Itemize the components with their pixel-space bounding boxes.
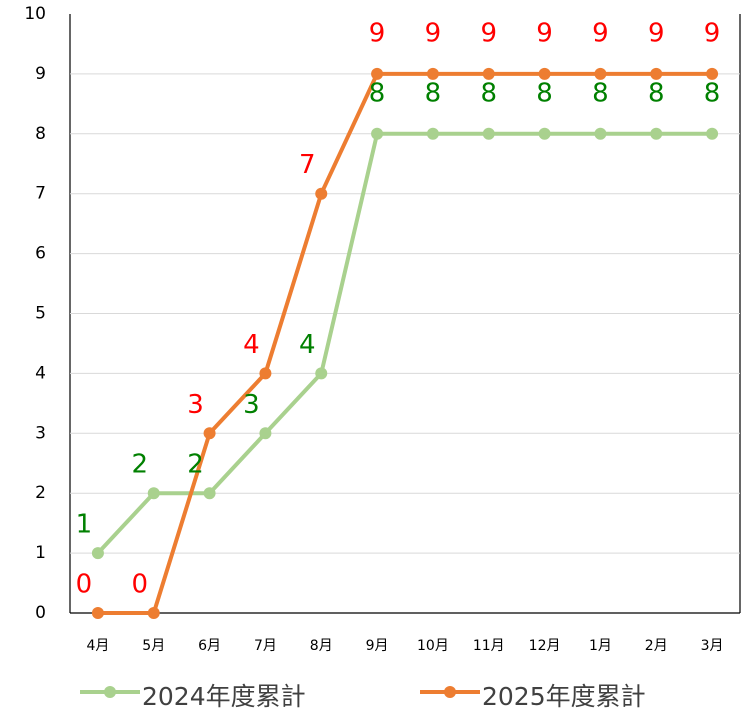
x-tick-label: 8月: [310, 638, 333, 654]
data-label: 9: [480, 18, 497, 48]
point: [315, 187, 328, 200]
point: [91, 607, 104, 619]
point: [259, 427, 272, 440]
data-label: 0: [131, 570, 148, 600]
series-line: [97, 71, 713, 615]
y-tick-label: 8: [35, 124, 46, 144]
y-tick-label: 5: [35, 304, 46, 324]
data-label: 0: [76, 570, 93, 600]
y-tick-label: 2: [35, 483, 46, 503]
x-tick-label: 11月: [473, 638, 505, 654]
data-label: 1: [76, 510, 93, 540]
data-label: 8: [536, 78, 553, 108]
point: [538, 127, 551, 140]
x-tick-label: 6月: [198, 638, 221, 654]
data-label: 8: [648, 78, 665, 108]
point: [538, 67, 551, 80]
legend-label: 2025年度累計: [482, 682, 646, 711]
data-label: 9: [704, 18, 721, 48]
data-label: 3: [243, 390, 260, 420]
data-label: 2: [131, 450, 148, 480]
data-label: 8: [592, 78, 609, 108]
x-tick-label: 5月: [142, 638, 165, 654]
point: [706, 67, 719, 80]
x-tick-label: 12月: [529, 638, 561, 654]
y-tick-label: 1: [35, 543, 46, 563]
point: [426, 67, 439, 80]
data-label: 4: [299, 330, 316, 360]
legend-label: 2024年度累計: [142, 682, 306, 711]
x-tick-label: 3月: [701, 638, 724, 654]
y-tick-label: 6: [35, 244, 46, 264]
data-label: 9: [592, 18, 609, 48]
data-label: 8: [480, 78, 497, 108]
data-label: 9: [369, 18, 386, 48]
data-label: 9: [648, 18, 665, 48]
point: [147, 487, 160, 500]
y-tick-label: 3: [35, 423, 46, 443]
y-tick-label: 4: [35, 363, 46, 383]
data-label: 8: [425, 78, 442, 108]
point: [594, 127, 607, 140]
data-label: 8: [369, 78, 386, 108]
point: [594, 67, 607, 80]
data-label: 3: [187, 390, 204, 420]
point: [371, 67, 384, 80]
y-tick-label: 10: [24, 4, 46, 24]
x-tick-label: 4月: [86, 638, 109, 654]
point: [482, 127, 495, 140]
point: [147, 607, 160, 619]
legend-marker: [104, 686, 116, 698]
point: [259, 367, 272, 380]
y-tick-label: 9: [35, 64, 46, 84]
data-label: 2: [187, 450, 204, 480]
x-tick-label: 9月: [366, 638, 389, 654]
legend-marker: [444, 686, 456, 698]
point: [650, 127, 663, 140]
point: [315, 367, 328, 380]
y-tick-label: 0: [35, 603, 46, 623]
point: [371, 127, 384, 140]
point: [426, 127, 439, 140]
data-label: 4: [243, 330, 260, 360]
point: [482, 67, 495, 80]
data-label: 9: [425, 18, 442, 48]
y-tick-label: 7: [35, 184, 46, 204]
x-tick-label: 7月: [254, 638, 277, 654]
point: [706, 127, 719, 140]
point: [91, 547, 104, 560]
point: [203, 487, 216, 500]
data-label: 8: [704, 78, 721, 108]
data-label: 7: [299, 150, 316, 180]
x-tick-label: 1月: [589, 638, 612, 654]
series-line: [96, 131, 713, 555]
x-tick-label: 10月: [417, 638, 449, 654]
point: [650, 67, 663, 80]
data-label: 9: [536, 18, 553, 48]
point: [203, 427, 216, 440]
x-tick-label: 2月: [645, 638, 668, 654]
